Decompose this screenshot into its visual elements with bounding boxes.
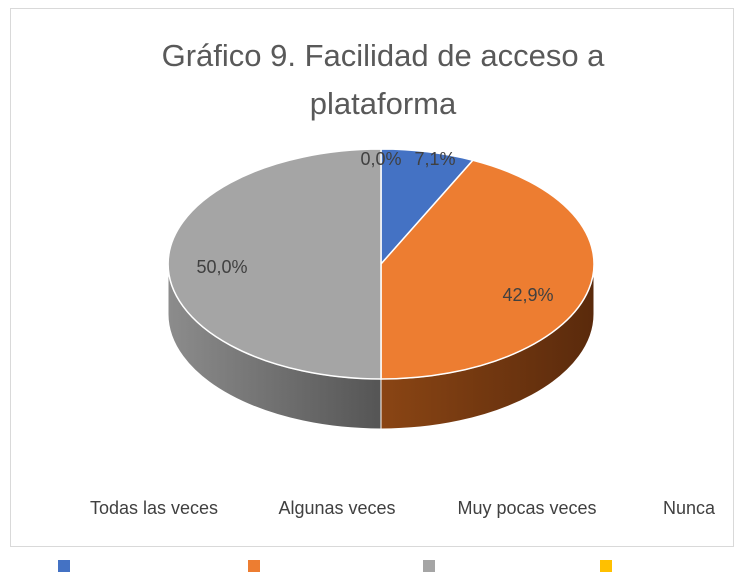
data-label: 42,9%: [502, 285, 553, 305]
legend-label: Algunas veces: [278, 498, 395, 518]
data-label: 0,0%: [360, 149, 401, 169]
chart-title: Gráfico 9. Facilidad de acceso a platafo…: [161, 38, 605, 121]
chart-frame: [10, 8, 734, 547]
legend-marker: [58, 560, 70, 572]
data-label: 50,0%: [196, 257, 247, 277]
legend-label: Nunca: [663, 498, 716, 518]
legend-label: Todas las veces: [90, 498, 218, 518]
slice: [380, 159, 595, 380]
legend-marker: [600, 560, 612, 572]
slice: [167, 148, 382, 380]
legend-label: Muy pocas veces: [457, 498, 596, 518]
legend-marker: [423, 560, 435, 572]
legend-marker: [248, 560, 260, 572]
data-label: 7,1%: [414, 149, 455, 169]
